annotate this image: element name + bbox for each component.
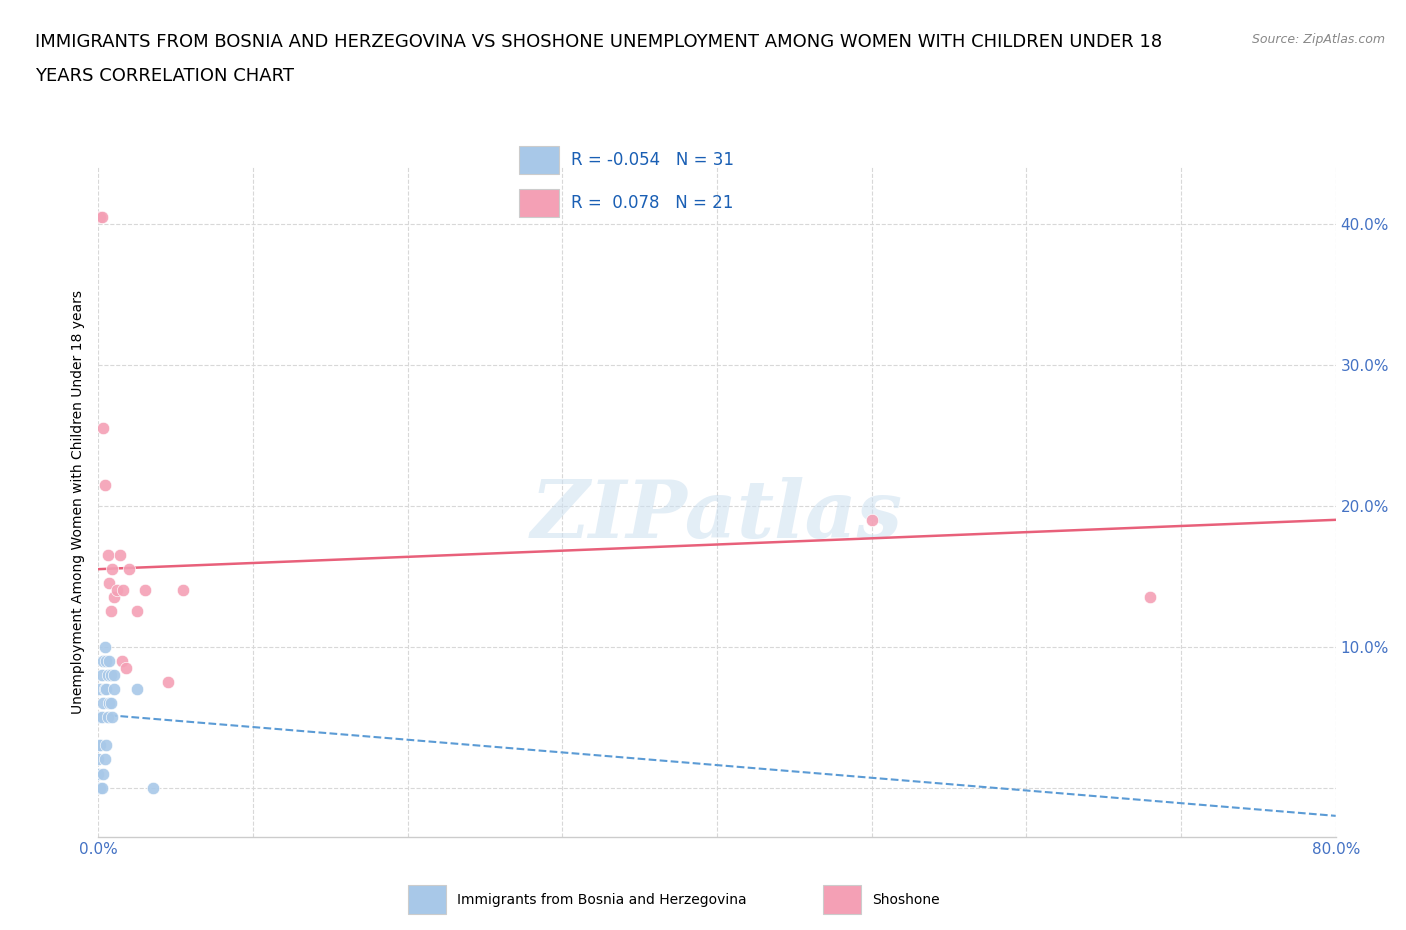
Point — [118, 562, 141, 577]
Point — [93, 752, 115, 767]
Point — [91, 654, 114, 669]
Text: YEARS CORRELATION CHART: YEARS CORRELATION CHART — [35, 67, 294, 85]
Point — [87, 710, 110, 724]
Point — [93, 477, 115, 492]
Point — [1139, 590, 1161, 604]
Point — [91, 766, 114, 781]
Point — [141, 780, 165, 795]
Point — [101, 710, 124, 724]
Point — [97, 548, 120, 563]
Text: Shoshone: Shoshone — [872, 893, 939, 907]
Bar — [823, 885, 860, 914]
Point — [91, 420, 114, 435]
Text: IMMIGRANTS FROM BOSNIA AND HERZEGOVINA VS SHOSHONE UNEMPLOYMENT AMONG WOMEN WITH: IMMIGRANTS FROM BOSNIA AND HERZEGOVINA V… — [35, 33, 1163, 50]
Point — [134, 583, 156, 598]
Text: R = -0.054   N = 31: R = -0.054 N = 31 — [571, 151, 734, 169]
Point — [96, 737, 118, 752]
Text: Source: ZipAtlas.com: Source: ZipAtlas.com — [1251, 33, 1385, 46]
Point — [90, 668, 112, 683]
Point — [96, 682, 118, 697]
Point — [111, 654, 132, 669]
Point — [127, 682, 149, 697]
Bar — [519, 146, 558, 174]
Text: ZIPatlas: ZIPatlas — [531, 477, 903, 554]
Y-axis label: Unemployment Among Women with Children Under 18 years: Unemployment Among Women with Children U… — [70, 290, 84, 714]
Point — [98, 576, 121, 591]
Point — [97, 710, 120, 724]
Text: R =  0.078   N = 21: R = 0.078 N = 21 — [571, 193, 734, 212]
Point — [90, 209, 112, 224]
Point — [91, 696, 114, 711]
Point — [87, 752, 110, 767]
Point — [103, 590, 125, 604]
Point — [89, 209, 111, 224]
Point — [87, 780, 110, 795]
Point — [96, 654, 118, 669]
Point — [93, 682, 115, 697]
Point — [93, 639, 115, 654]
Bar — [519, 189, 558, 217]
Bar — [408, 885, 447, 914]
Point — [112, 583, 135, 598]
Point — [98, 654, 121, 669]
Point — [89, 737, 111, 752]
Point — [108, 548, 131, 563]
Point — [103, 668, 125, 683]
Point — [101, 562, 124, 577]
Point — [103, 682, 125, 697]
Point — [115, 660, 138, 675]
Point — [100, 696, 122, 711]
Point — [87, 737, 110, 752]
Point — [89, 780, 111, 795]
Point — [860, 512, 883, 527]
Point — [100, 604, 122, 618]
Point — [157, 674, 180, 689]
Point — [98, 696, 121, 711]
Point — [90, 780, 112, 795]
Point — [97, 668, 120, 683]
Point — [100, 668, 122, 683]
Point — [89, 682, 111, 697]
Point — [172, 583, 194, 598]
Point — [87, 766, 110, 781]
Point — [127, 604, 149, 618]
Point — [90, 710, 112, 724]
Point — [105, 583, 128, 598]
Text: Immigrants from Bosnia and Herzegovina: Immigrants from Bosnia and Herzegovina — [457, 893, 747, 907]
